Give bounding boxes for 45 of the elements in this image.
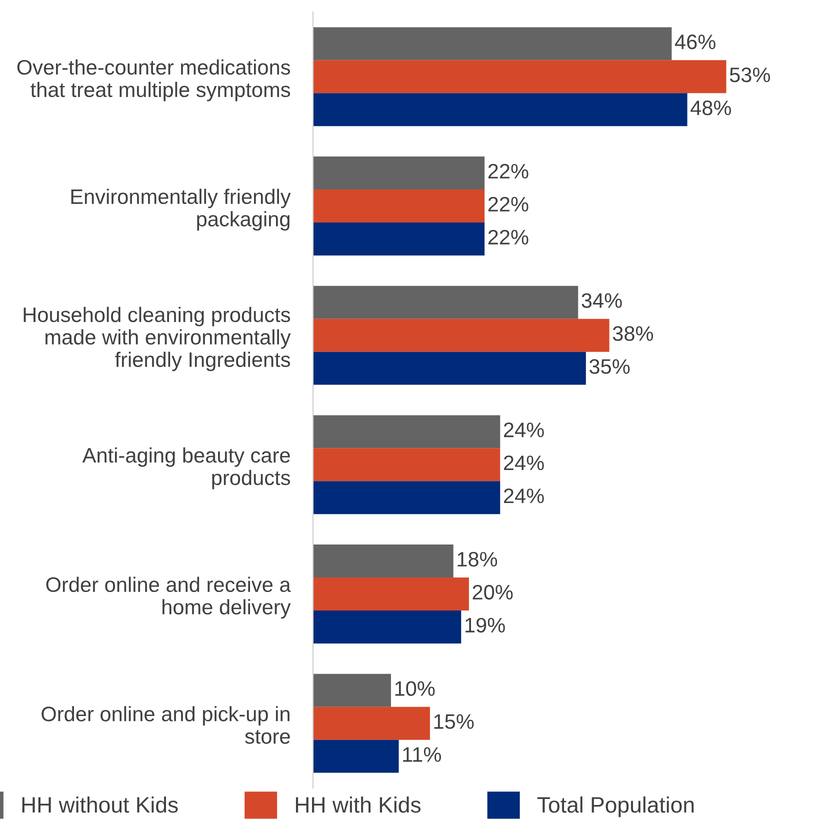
y-tick-label: Anti-aging beauty care products: [82, 447, 290, 490]
data-label: 20%: [472, 584, 513, 600]
bar: [313, 93, 688, 126]
bar: [313, 481, 500, 514]
data-label: 34%: [582, 293, 622, 308]
data-label: 22%: [488, 196, 528, 212]
data-label: 24%: [504, 488, 544, 504]
y-tick-label: Order online and pick-up in store: [42, 706, 290, 744]
bar: [313, 610, 462, 644]
bar: [313, 222, 485, 256]
bar: [313, 286, 578, 319]
y-tick-label: Household cleaning products made with environmentally friendly Ingredients: [24, 306, 291, 372]
y-tick-label: Order online and receive a home delivery: [46, 576, 291, 619]
data-label: 22%: [488, 164, 528, 179]
bar: [313, 318, 610, 352]
data-label: 53%: [730, 68, 770, 82]
data-label: 46%: [674, 34, 716, 50]
bar: [313, 544, 454, 578]
data-label: 10%: [395, 681, 435, 696]
data-label: 15%: [434, 714, 474, 729]
data-label: 48%: [690, 100, 732, 116]
data-label: 19%: [466, 618, 505, 633]
bar: [313, 706, 430, 740]
bar: [313, 415, 500, 448]
data-label: 24%: [504, 456, 544, 470]
y-tick-label: Over-the-counter medications that treat multiple symptoms: [17, 59, 290, 102]
bar: [313, 190, 485, 222]
bar: [313, 674, 391, 707]
bar: [313, 578, 469, 610]
bar: [313, 740, 399, 773]
bar: [313, 156, 485, 190]
data-label: 11%: [403, 747, 441, 762]
bar: [313, 352, 586, 385]
legend-label: HH without Kids: [22, 796, 178, 813]
legend-label: HH with Kids: [296, 796, 421, 813]
bar: [313, 448, 500, 482]
bar: [313, 27, 672, 60]
data-label: 24%: [504, 422, 544, 438]
data-label: 22%: [488, 230, 528, 244]
data-label: 38%: [612, 326, 654, 341]
bar: [313, 60, 726, 94]
data-label: 18%: [458, 552, 498, 567]
y-tick-label: Environmentally friendly packaging: [71, 188, 291, 231]
legend-label: Total Population: [537, 796, 694, 818]
data-label: 35%: [589, 359, 630, 374]
